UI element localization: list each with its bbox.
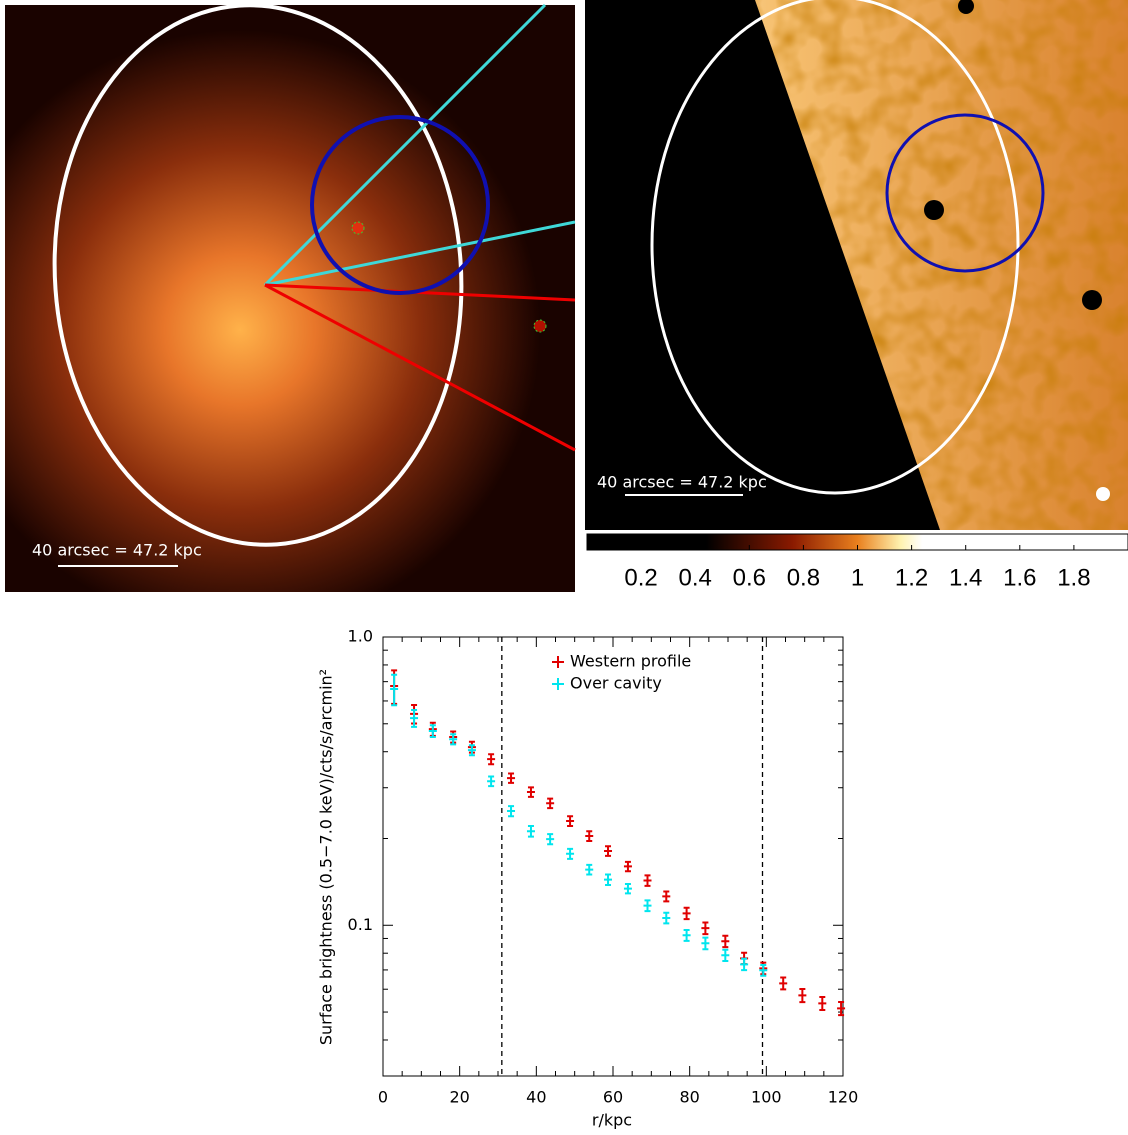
- error-point: [683, 908, 691, 919]
- error-point: [701, 923, 709, 935]
- error-point: [546, 834, 554, 844]
- point-source: [352, 222, 364, 234]
- y-tick-label: 1.0: [348, 627, 373, 646]
- error-point: [527, 787, 535, 797]
- error-point: [740, 959, 748, 970]
- error-point: [683, 930, 691, 941]
- error-point: [507, 806, 515, 816]
- colorbar-tick-label: 0.6: [733, 564, 766, 591]
- error-point: [487, 777, 495, 787]
- x-tick-label: 0: [378, 1088, 388, 1107]
- x-tick-label: 40: [526, 1088, 546, 1107]
- error-point: [662, 891, 670, 901]
- left-image: 40 arcsec = 47.2 kpc: [5, 0, 575, 592]
- point-source: [534, 320, 546, 332]
- error-point: [624, 862, 632, 871]
- error-point: [585, 865, 593, 875]
- x-axis-label: r/kpc: [592, 1111, 632, 1130]
- error-point: [701, 938, 709, 950]
- error-point: [507, 774, 515, 783]
- error-point: [390, 675, 398, 706]
- x-tick-label: 60: [603, 1088, 623, 1107]
- error-point: [585, 831, 593, 841]
- point-source: [924, 200, 944, 220]
- x-tick-label: 80: [679, 1088, 699, 1107]
- error-point: [721, 950, 729, 961]
- x-tick-label: 100: [751, 1088, 782, 1107]
- point-source: [1096, 487, 1110, 501]
- legend-marker: [552, 678, 564, 690]
- colorbar-tick-label: 0.4: [679, 564, 712, 591]
- colorbar-tick-label: 1: [851, 564, 864, 591]
- error-point: [644, 875, 652, 886]
- colorbar-tick-label: 0.2: [624, 564, 657, 591]
- error-point: [644, 900, 652, 911]
- error-point: [604, 846, 612, 856]
- legend-label: Western profile: [570, 652, 691, 671]
- figure: 40 arcsec = 47.2 kpc 40 arcsec = 47.2 kp…: [0, 0, 1128, 1135]
- error-point: [798, 989, 806, 1002]
- plot-frame: [383, 637, 843, 1076]
- error-point: [779, 977, 787, 989]
- error-point: [837, 1002, 845, 1015]
- right-image: 40 arcsec = 47.2 kpc: [585, 0, 1128, 530]
- error-point: [604, 875, 612, 885]
- error-point: [721, 936, 729, 947]
- error-point: [527, 826, 535, 837]
- legend-label: Over cavity: [570, 674, 662, 693]
- point-source: [1082, 290, 1102, 310]
- legend-marker: [552, 656, 564, 668]
- error-point: [818, 997, 826, 1010]
- error-point: [624, 884, 632, 893]
- error-point: [487, 754, 495, 764]
- plot: r/kpc Surface brightness (0.5−7.0 keV)/c…: [317, 637, 844, 1130]
- x-tick-label: 20: [449, 1088, 469, 1107]
- colorbar-tick-label: 1.2: [895, 564, 928, 591]
- error-point: [566, 849, 574, 859]
- error-point: [662, 913, 670, 924]
- scale-label: 40 arcsec = 47.2 kpc: [32, 541, 202, 560]
- scale-label: 40 arcsec = 47.2 kpc: [597, 473, 767, 492]
- x-tick-label: 120: [828, 1088, 859, 1107]
- colorbar-tick-label: 0.8: [787, 564, 820, 591]
- colorbar-tick-label: 1.6: [1003, 564, 1036, 591]
- y-tick-label: 0.1: [348, 915, 373, 934]
- error-point: [566, 816, 574, 826]
- colorbar-tick-label: 1.8: [1057, 564, 1090, 591]
- colorbar-tick-label: 1.4: [949, 564, 982, 591]
- error-point: [546, 799, 554, 808]
- y-axis-label: Surface brightness (0.5−7.0 keV)/cts/s/a…: [317, 669, 336, 1045]
